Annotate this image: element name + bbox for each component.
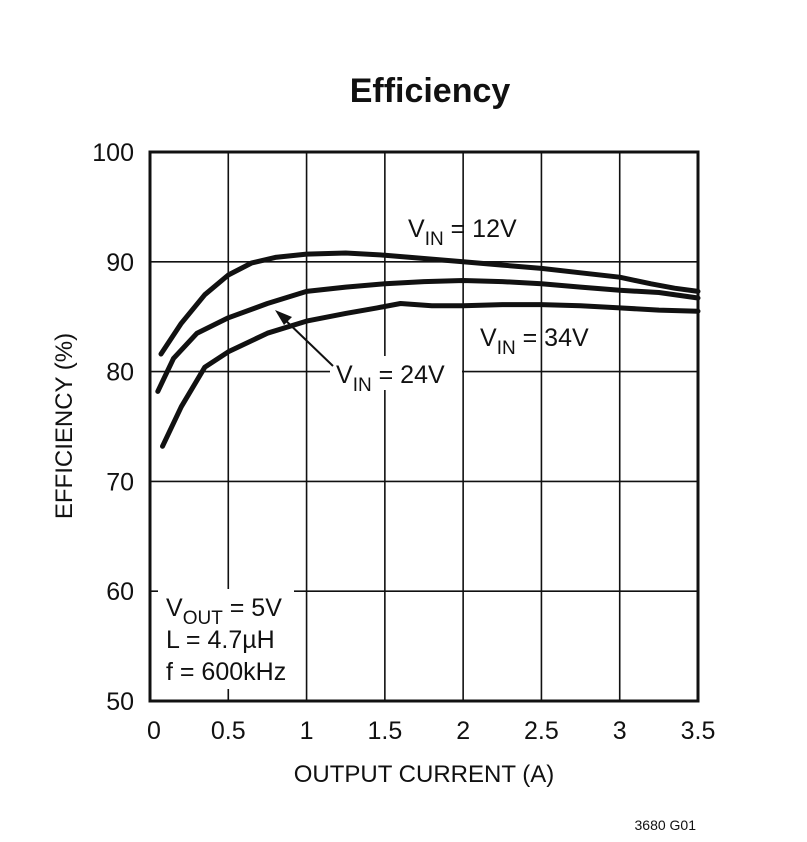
x-tick-label: 1.5: [367, 717, 402, 745]
series-label-24v-bg: [330, 356, 462, 390]
x-tick-label: 0.5: [211, 717, 246, 745]
series-label-12v-rest: = 12V: [444, 215, 517, 243]
y-tick-labels: 50 60 70 80 90 100: [92, 139, 134, 716]
series-layer: [155, 250, 701, 449]
series-label-12v: VIN = 12V: [408, 215, 517, 250]
series-label-12v-main: V: [408, 215, 425, 243]
condition-vout-main: V: [166, 594, 183, 622]
x-tick-label: 2: [456, 717, 470, 745]
series-line-24v: [155, 278, 701, 394]
x-tick-label: 0: [147, 717, 161, 745]
condition-vout: VOUT = 5V: [166, 594, 282, 629]
series-line-12v: [158, 250, 701, 357]
x-tick-label: 1: [300, 717, 314, 745]
y-tick-label: 50: [106, 688, 134, 716]
condition-inductor: L = 4.7µH: [166, 626, 275, 654]
chart-title: Efficiency: [350, 72, 511, 110]
pointer-line: [280, 315, 334, 367]
conditions-bg: [158, 589, 294, 689]
series-label-34v-main: V: [480, 324, 497, 352]
pointer-arrowhead: [275, 310, 292, 325]
series-label-34v-rest: = 34V: [516, 324, 589, 352]
pointer-arrow-24v: [275, 310, 334, 367]
condition-vout-rest: = 5V: [223, 594, 282, 622]
figure-id: 3680 G01: [635, 817, 697, 833]
series-label-24v-rest: = 24V: [372, 361, 445, 389]
y-tick-label: 100: [92, 139, 134, 167]
series-line-34v: [160, 301, 701, 449]
condition-vout-sub: OUT: [183, 608, 224, 629]
series-label-12v-sub: IN: [425, 229, 444, 250]
series-label-34v-sub: IN: [497, 338, 516, 359]
x-axis-label: OUTPUT CURRENT (A): [294, 761, 554, 788]
y-tick-label: 60: [106, 578, 134, 606]
plot-frame: [148, 150, 700, 703]
y-axis-label: EFFICIENCY (%): [51, 333, 78, 519]
y-tick-label: 90: [106, 249, 134, 277]
y-tick-label: 70: [106, 468, 134, 496]
series-label-24v: VIN = 24V: [336, 361, 445, 396]
x-tick-labels: 0 0.5 1 1.5 2 2.5 3 3.5: [147, 717, 715, 745]
series-label-24v-main: V: [336, 361, 353, 389]
x-tick-label: 3: [613, 717, 627, 745]
condition-frequency: f = 600kHz: [166, 658, 286, 686]
series-label-24v-sub: IN: [353, 375, 372, 396]
y-tick-label: 80: [106, 359, 134, 387]
x-tick-label: 3.5: [681, 717, 716, 745]
x-tick-label: 2.5: [524, 717, 559, 745]
series-label-34v: VIN = 34V: [480, 324, 589, 359]
